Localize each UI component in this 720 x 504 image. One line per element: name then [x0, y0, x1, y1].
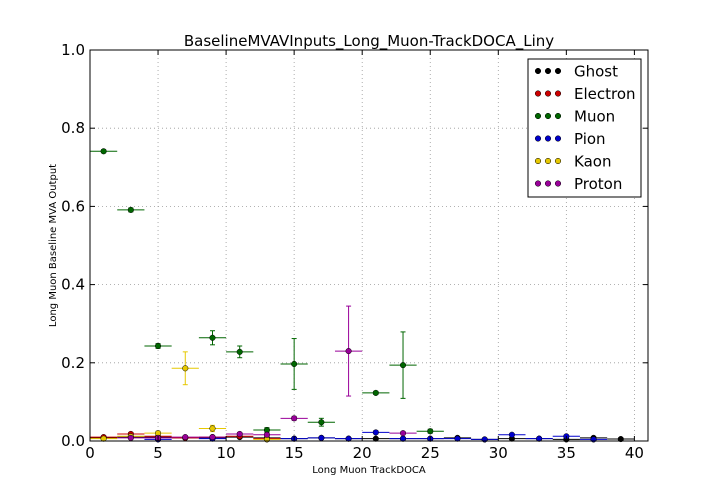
legend-marker	[544, 135, 552, 142]
legend-label: Muon	[574, 108, 615, 126]
legend-label: Proton	[574, 175, 622, 193]
legend-marker	[534, 180, 542, 187]
data-point	[318, 434, 325, 441]
y-axis-label: Long Muon Baseline MVA Output	[48, 164, 59, 327]
data-point	[508, 431, 515, 438]
data-point	[127, 206, 134, 213]
legend-marker	[544, 157, 552, 165]
data-point	[182, 434, 189, 441]
x-tick-label: 25	[421, 444, 440, 462]
legend-marker	[554, 180, 562, 187]
data-point	[427, 428, 434, 435]
legend-marker	[544, 112, 552, 120]
legend: Ghost Electron Muon Pion Kaon Proton	[527, 58, 642, 198]
legend-marker	[554, 90, 562, 97]
data-point	[209, 434, 216, 441]
data-point	[372, 429, 379, 436]
data-point	[291, 360, 298, 368]
y-tick-label: 0.4	[61, 276, 85, 294]
series-proton	[117, 305, 417, 441]
legend-box	[527, 58, 642, 198]
data-point	[291, 415, 298, 422]
legend-marker	[534, 90, 542, 97]
legend-marker	[554, 157, 562, 165]
data-point	[236, 430, 243, 438]
x-tick-label: 20	[353, 444, 372, 462]
x-tick-label: 10	[217, 444, 236, 462]
x-tick-label: 15	[285, 444, 304, 462]
data-point	[100, 148, 107, 155]
legend-marker	[554, 135, 562, 142]
y-tick-label: 1.0	[61, 41, 85, 59]
y-tick-label: 0.0	[61, 432, 85, 450]
data-point	[345, 348, 352, 355]
data-point	[617, 435, 624, 443]
axis-ticks: 0 5 10 15 20 25 30 35 40 0.0 0.2 0.4 0.6 0.8 1.0	[61, 41, 648, 462]
x-axis-label: Long Muon TrackDOCA	[312, 465, 426, 476]
legend-marker	[534, 157, 542, 165]
plot-frame	[89, 49, 649, 442]
series-muon	[90, 148, 444, 435]
legend-marker	[544, 67, 552, 75]
chart-title: BaselineMVAVInputs_Long_Muon-TrackDOCA_L…	[184, 32, 554, 51]
data-point	[127, 434, 134, 441]
x-tick-label: 5	[153, 444, 163, 462]
data-point	[154, 342, 162, 350]
data-point	[399, 362, 407, 369]
data-point	[209, 334, 216, 341]
y-tick-label: 0.2	[61, 354, 85, 372]
data-point	[372, 389, 379, 396]
data-point	[318, 419, 325, 426]
y-tick-label: 0.6	[61, 197, 85, 215]
legend-marker	[544, 180, 552, 187]
legend-label: Electron	[574, 85, 636, 103]
legend-marker	[534, 67, 542, 75]
data-point	[399, 430, 407, 437]
data-point	[182, 365, 189, 372]
legend-label: Ghost	[574, 63, 618, 81]
x-tick-label: 35	[557, 444, 576, 462]
data-point	[263, 431, 270, 438]
data-point	[209, 425, 216, 432]
legend-marker	[554, 112, 562, 120]
x-tick-label: 40	[625, 444, 644, 462]
x-tick-label: 30	[489, 444, 508, 462]
legend-marker	[534, 112, 542, 120]
legend-marker	[544, 90, 552, 97]
legend-marker	[534, 135, 542, 142]
x-tick-label: 0	[85, 444, 95, 462]
y-tick-label: 0.8	[61, 119, 85, 137]
legend-label: Pion	[574, 130, 606, 148]
legend-marker	[554, 67, 562, 75]
legend-label: Kaon	[574, 153, 611, 171]
data-point	[236, 348, 243, 355]
